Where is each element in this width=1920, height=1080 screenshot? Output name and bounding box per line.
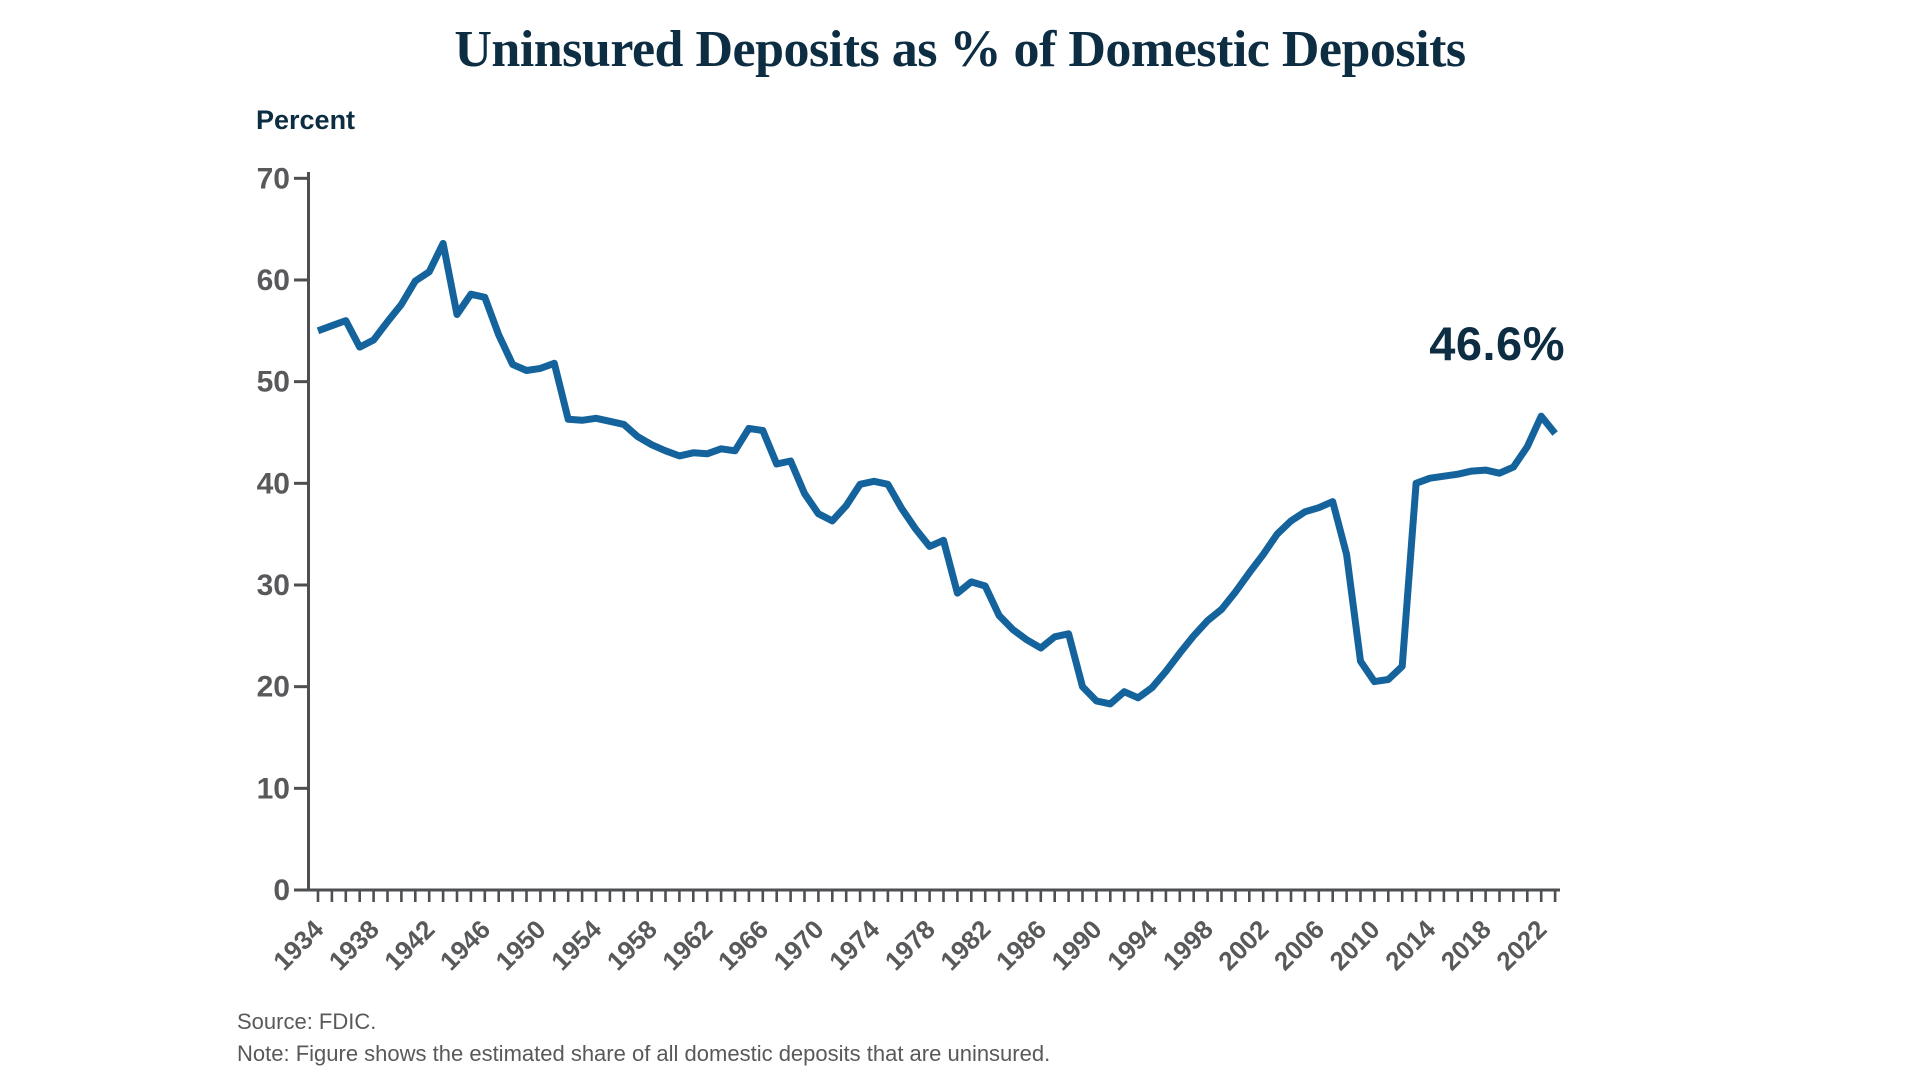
x-tick-label: 1934 bbox=[267, 914, 329, 976]
x-tick-label: 1986 bbox=[990, 914, 1052, 976]
y-tick-label: 10 bbox=[257, 772, 290, 805]
end-value-label: 46.6% bbox=[1429, 317, 1565, 370]
chart-footer: Source: FDIC. Note: Figure shows the est… bbox=[237, 1006, 1050, 1070]
x-tick-label: 2006 bbox=[1268, 914, 1330, 976]
x-tick-label: 1958 bbox=[601, 914, 663, 976]
uninsured-deposits-trend-line bbox=[316, 239, 1558, 708]
x-tick-label: 1974 bbox=[823, 914, 885, 976]
y-tick-label: 60 bbox=[257, 264, 290, 297]
x-tick-label: 1938 bbox=[323, 914, 385, 976]
x-tick-label: 1994 bbox=[1101, 914, 1163, 976]
x-tick-label: 1970 bbox=[768, 914, 830, 976]
y-tick-label: 50 bbox=[257, 366, 290, 399]
x-tick-label: 1978 bbox=[879, 914, 941, 976]
y-axis-title: Percent bbox=[256, 105, 356, 135]
x-tick-label: 2014 bbox=[1379, 914, 1441, 976]
y-tick-label: 0 bbox=[273, 874, 290, 907]
x-tick-label: 2022 bbox=[1490, 914, 1552, 976]
y-tick-label: 70 bbox=[257, 162, 290, 195]
x-tick-label: 2002 bbox=[1212, 914, 1274, 976]
x-tick-label: 1946 bbox=[434, 914, 496, 976]
x-tick-label: 2018 bbox=[1435, 914, 1497, 976]
y-tick-label: 30 bbox=[257, 569, 290, 602]
y-tick-label: 20 bbox=[257, 671, 290, 704]
x-tick-label: 1998 bbox=[1157, 914, 1219, 976]
x-tick-label: 1982 bbox=[934, 914, 996, 976]
y-tick-label: 40 bbox=[257, 467, 290, 500]
note-text: Note: Figure shows the estimated share o… bbox=[237, 1041, 1051, 1066]
x-tick-label: 2010 bbox=[1324, 914, 1386, 976]
source-text: Source: FDIC. bbox=[237, 1009, 377, 1034]
x-tick-label: 1966 bbox=[712, 914, 774, 976]
x-tick-label: 1990 bbox=[1046, 914, 1108, 976]
x-tick-label: 1962 bbox=[656, 914, 718, 976]
chart-title: Uninsured Deposits as % of Domestic Depo… bbox=[454, 21, 1466, 78]
x-tick-label: 1954 bbox=[545, 914, 607, 976]
x-tick-label: 1950 bbox=[490, 914, 552, 976]
x-tick-label: 1942 bbox=[378, 914, 440, 976]
